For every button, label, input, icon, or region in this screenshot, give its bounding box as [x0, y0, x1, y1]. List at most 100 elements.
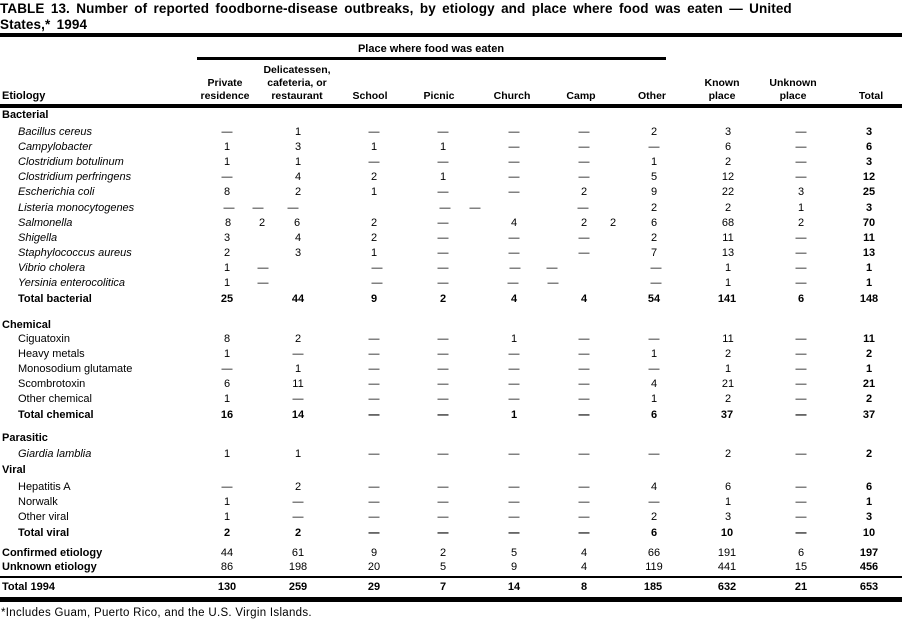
cell-value: 1	[223, 348, 231, 360]
cell-value: 1	[294, 448, 302, 460]
table-row: Scombrotoxin 6 11 — — — — 4 21 — 21	[0, 378, 902, 393]
cell-value: 5	[439, 561, 447, 573]
section-header-row: Chemical	[0, 319, 902, 334]
table-row: Total viral 2 2 — — — — 6 10 — 10	[0, 527, 902, 542]
cell-value: 1	[223, 511, 231, 523]
table-row: Ciguatoxin 8 2 — — 1 — — 11 — 11	[0, 333, 902, 348]
rule-under-column-headers	[0, 104, 902, 108]
cell-value: 2	[258, 217, 266, 229]
cell-value: 1	[294, 156, 302, 168]
cell-value: 16	[220, 409, 234, 421]
cell-value: 9	[650, 186, 658, 198]
cell-value: 1	[724, 277, 732, 289]
table-row: Clostridium perfringens — 4 2 1 — — 5 12 — 12	[0, 171, 902, 186]
cell-value: —	[547, 277, 559, 289]
cell-value: 1	[510, 333, 518, 345]
cell-value: —	[508, 348, 520, 360]
cell-value: —	[292, 348, 304, 360]
cell-value: 12	[721, 171, 735, 183]
cell-value: 1	[439, 171, 447, 183]
cell-value: —	[437, 262, 449, 274]
row-label: Staphylococcus aureus	[18, 247, 132, 259]
cell-value: 198	[288, 561, 308, 573]
cell-value: —	[578, 333, 590, 345]
cell-value: —	[578, 232, 590, 244]
cell-value: 11	[863, 232, 875, 244]
cell-value: —	[257, 262, 269, 274]
cell-value: 44	[291, 293, 305, 305]
cell-value: —	[795, 262, 807, 274]
table-row: Clostridium botulinum 1 1 — — — — 1 2 — 3	[0, 156, 902, 171]
cell-value: 11	[292, 378, 304, 390]
cell-value: —	[795, 232, 807, 244]
cell-value: —	[368, 527, 380, 539]
cell-value: 2	[724, 348, 732, 360]
cell-value: 1	[223, 262, 231, 274]
cell-value: —	[368, 363, 380, 375]
cell-value: —	[508, 141, 520, 153]
table-row: Shigella 3 4 2 — — — 2 11 — 11	[0, 232, 902, 247]
cell-value: 2	[294, 527, 302, 539]
cell-value: —	[578, 141, 590, 153]
row-label: Listeria monocytogenes	[18, 202, 135, 214]
cell-value: —	[437, 511, 449, 523]
cell-value: 6	[724, 481, 732, 493]
row-label: Total chemical	[18, 409, 94, 421]
row-label: Bacterial	[2, 109, 49, 121]
cell-value: —	[578, 409, 590, 421]
cell-value: 2	[370, 171, 378, 183]
cell-value: —	[508, 481, 520, 493]
column-header: Picnic	[423, 90, 455, 102]
cell-value: —	[795, 363, 807, 375]
cell-value: 4	[510, 293, 518, 305]
cell-value: —	[578, 126, 590, 138]
cell-value: —	[508, 247, 520, 259]
cell-value: —	[546, 262, 558, 274]
table-row: Other chemical 1 — — — — — 1 2 — 2	[0, 393, 902, 408]
cell-value: 21	[721, 378, 735, 390]
cell-value: 9	[370, 293, 378, 305]
cell-value: 3	[223, 232, 231, 244]
cell-value: 1	[294, 126, 302, 138]
row-label: Vibrio cholera	[18, 262, 86, 274]
cell-value: 6	[650, 217, 658, 229]
cell-value: 54	[647, 293, 661, 305]
cell-value: 3	[865, 156, 873, 168]
cell-value: 8	[223, 186, 231, 198]
cell-value: 12	[862, 171, 876, 183]
cell-value: 1	[724, 363, 732, 375]
cell-value: —	[508, 363, 520, 375]
cell-value: —	[507, 277, 519, 289]
cell-value: 4	[580, 293, 588, 305]
cell-value: 6	[865, 141, 873, 153]
cell-value: 2	[439, 547, 447, 559]
cell-value: —	[578, 496, 590, 508]
cell-value: —	[437, 527, 449, 539]
cell-value: 9	[370, 547, 378, 559]
cell-value: 3	[294, 247, 302, 259]
cell-value: 6	[724, 141, 732, 153]
cell-value: 1	[370, 247, 378, 259]
section-header-row: Viral	[0, 464, 902, 479]
cell-value: —	[437, 232, 449, 244]
cell-value: 11	[863, 333, 875, 345]
table-row: Vibrio cholera 1 — — — — — — 1 — 1	[0, 262, 902, 277]
cell-value: —	[221, 363, 233, 375]
cell-value: —	[437, 378, 449, 390]
cell-value: —	[252, 202, 264, 214]
rule-under-spanner	[197, 57, 666, 60]
cell-value: 15	[794, 561, 808, 573]
cell-value: 1	[865, 262, 873, 274]
cell-value: —	[795, 277, 807, 289]
cell-value: —	[795, 378, 807, 390]
cell-value: —	[795, 527, 807, 539]
cell-value: 8	[224, 217, 232, 229]
cell-value: 6	[650, 409, 658, 421]
table-row: Confirmed etiology 44 61 9 2 5 4 66 191 6 197	[0, 547, 902, 562]
column-header: Delicatessen, cafeteria, or restaurant	[263, 64, 331, 102]
cell-value: 21	[862, 378, 876, 390]
cell-value: 22	[721, 186, 735, 198]
cell-value: —	[292, 393, 304, 405]
cell-value: —	[371, 277, 383, 289]
cell-value: —	[292, 511, 304, 523]
